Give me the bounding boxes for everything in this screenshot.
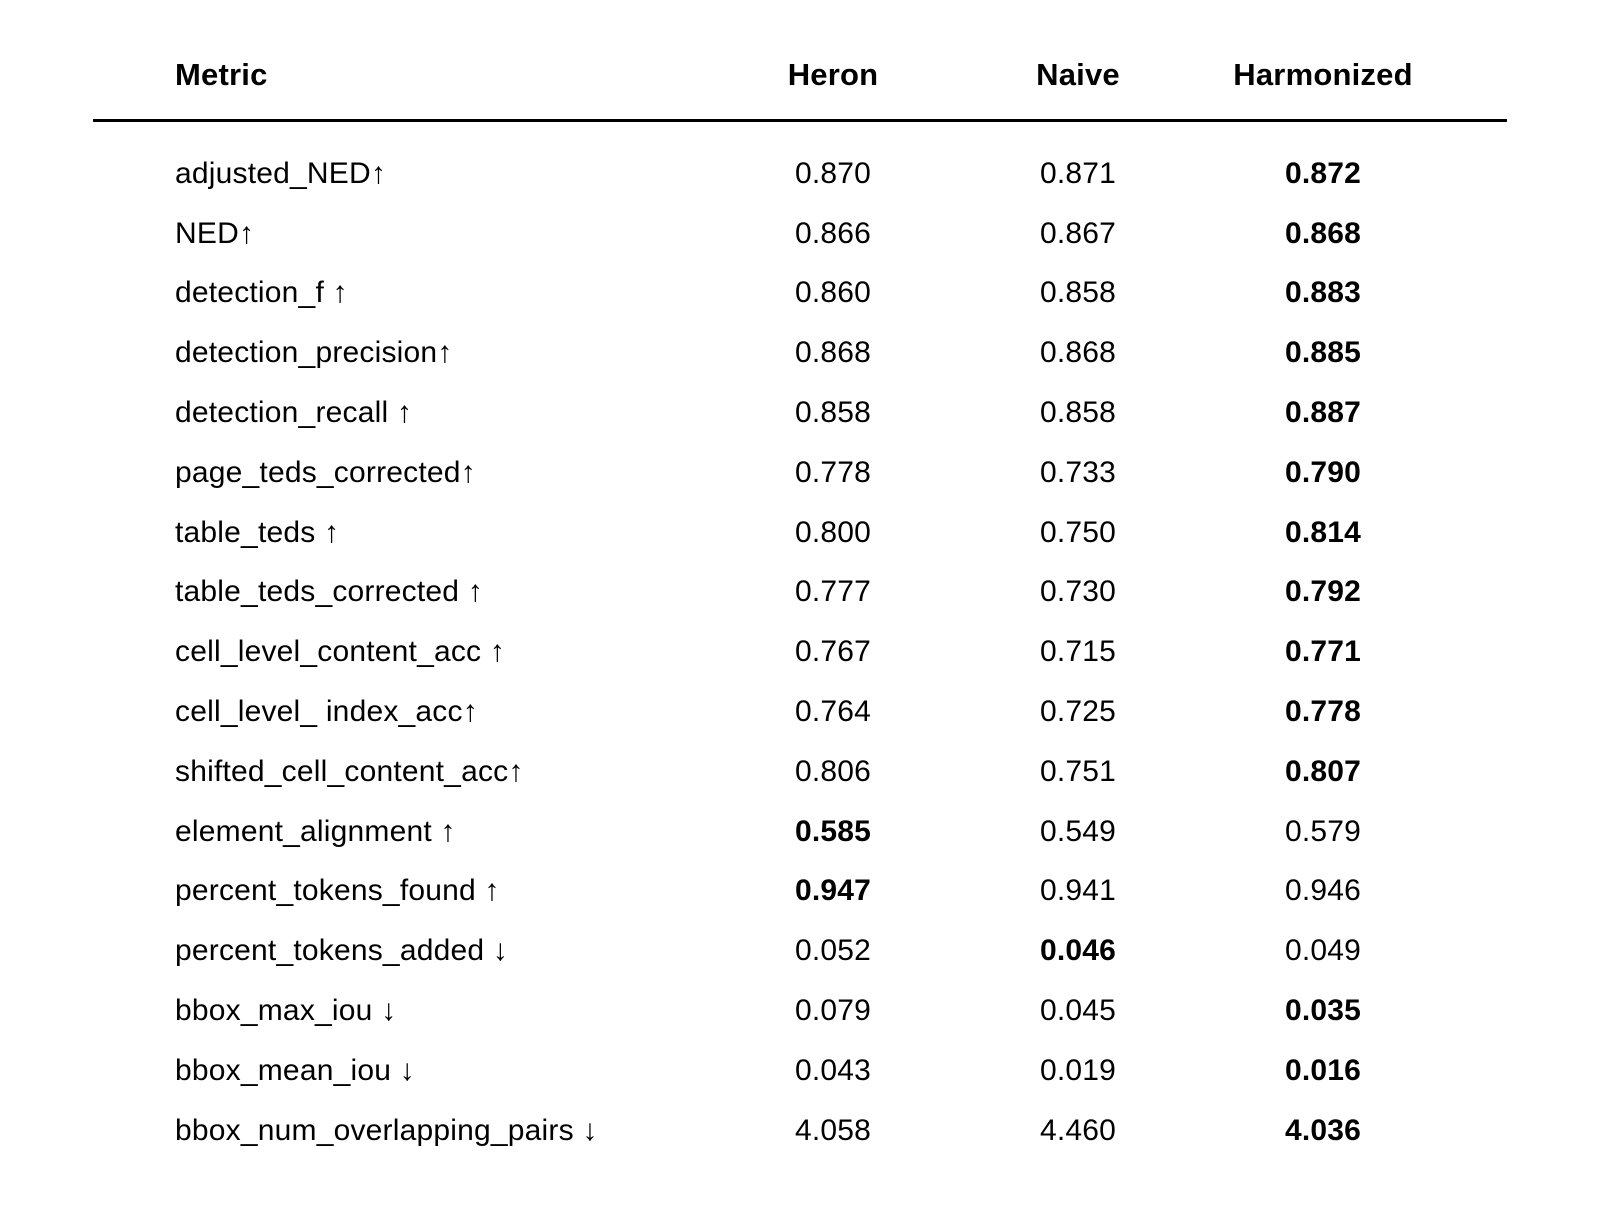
table-row: page_teds_corrected↑ 0.778 0.733 0.790 [93,443,1507,503]
metric-label: percent_tokens_added ↓ [175,934,508,968]
value-cell: 0.052 [794,934,872,968]
value-cell: 0.941 [1039,874,1117,908]
value-cell: 0.800 [794,515,872,549]
value-cell: 0.870 [794,156,872,190]
value-cell: 0.867 [1039,216,1117,250]
metric-label: bbox_mean_iou ↓ [175,1053,415,1087]
metric-label: cell_level_ index_acc↑ [175,695,478,729]
value-cell: 0.751 [1039,754,1117,788]
metrics-comparison-table: Metric Heron Naive Harmonized adjusted_N… [93,30,1507,1161]
value-cell: 0.860 [794,276,872,310]
value-cell: 0.579 [1284,814,1362,848]
table-row: detection_f ↑ 0.860 0.858 0.883 [93,264,1507,324]
table-row: cell_level_content_acc ↑ 0.767 0.715 0.7… [93,622,1507,682]
table-row: percent_tokens_found ↑ 0.947 0.941 0.946 [93,862,1507,922]
value-cell: 0.733 [1039,455,1117,489]
table-row: element_alignment ↑ 0.585 0.549 0.579 [93,802,1507,862]
value-cell: 0.585 [794,814,872,848]
table-row: NED↑ 0.866 0.867 0.868 [93,204,1507,264]
value-cell: 0.035 [1284,994,1362,1028]
value-cell: 0.858 [1039,276,1117,310]
value-cell: 0.043 [794,1053,872,1087]
metric-label: cell_level_content_acc ↑ [175,635,505,669]
table-body: adjusted_NED↑ 0.870 0.871 0.872 NED↑ 0.8… [93,122,1507,1161]
metric-label: adjusted_NED↑ [175,156,387,190]
value-cell: 0.778 [794,455,872,489]
value-cell: 0.778 [1284,695,1362,729]
metric-label: detection_recall ↑ [175,396,413,430]
value-cell: 0.764 [794,695,872,729]
metric-label: detection_f ↑ [175,276,348,310]
table-header-row: Metric Heron Naive Harmonized [93,30,1507,122]
metric-label: percent_tokens_found ↑ [175,874,500,908]
table-row: cell_level_ index_acc↑ 0.764 0.725 0.778 [93,682,1507,742]
metric-label: bbox_num_overlapping_pairs ↓ [175,1113,598,1147]
value-cell: 0.767 [794,635,872,669]
value-cell: 0.872 [1284,156,1362,190]
table-row: bbox_num_overlapping_pairs ↓ 4.058 4.460… [93,1101,1507,1161]
value-cell: 0.885 [1284,336,1362,370]
metric-label: NED↑ [175,216,255,250]
table-row: detection_recall ↑ 0.858 0.858 0.887 [93,383,1507,443]
table-row: bbox_max_iou ↓ 0.079 0.045 0.035 [93,981,1507,1041]
value-cell: 0.750 [1039,515,1117,549]
value-cell: 0.858 [794,396,872,430]
value-cell: 4.036 [1284,1113,1362,1147]
value-cell: 0.777 [794,575,872,609]
table-row: table_teds ↑ 0.800 0.750 0.814 [93,503,1507,563]
value-cell: 0.016 [1284,1053,1362,1087]
value-cell: 0.046 [1039,934,1117,968]
value-cell: 0.549 [1039,814,1117,848]
value-cell: 0.871 [1039,156,1117,190]
metric-label: table_teds ↑ [175,515,340,549]
value-cell: 0.790 [1284,455,1362,489]
value-cell: 0.868 [1284,216,1362,250]
value-cell: 0.858 [1039,396,1117,430]
value-cell: 0.868 [794,336,872,370]
value-cell: 0.814 [1284,515,1362,549]
metric-label: bbox_max_iou ↓ [175,994,397,1028]
value-cell: 0.792 [1284,575,1362,609]
value-cell: 0.887 [1284,396,1362,430]
table-row: percent_tokens_added ↓ 0.052 0.046 0.049 [93,921,1507,981]
metric-label: element_alignment ↑ [175,814,456,848]
value-cell: 0.079 [794,994,872,1028]
value-cell: 4.460 [1039,1113,1117,1147]
value-cell: 0.868 [1039,336,1117,370]
value-cell: 0.715 [1039,635,1117,669]
table-row: adjusted_NED↑ 0.870 0.871 0.872 [93,144,1507,204]
column-header-harmonized: Harmonized [1233,56,1413,92]
value-cell: 0.019 [1039,1053,1117,1087]
table-row: table_teds_corrected ↑ 0.777 0.730 0.792 [93,563,1507,623]
value-cell: 0.946 [1284,874,1362,908]
table-row: bbox_mean_iou ↓ 0.043 0.019 0.016 [93,1041,1507,1101]
value-cell: 0.947 [794,874,872,908]
value-cell: 4.058 [794,1113,872,1147]
column-header-metric: Metric [175,56,268,92]
table-row: detection_precision↑ 0.868 0.868 0.885 [93,323,1507,383]
value-cell: 0.045 [1039,994,1117,1028]
value-cell: 0.806 [794,754,872,788]
value-cell: 0.730 [1039,575,1117,609]
value-cell: 0.049 [1284,934,1362,968]
metric-label: detection_precision↑ [175,336,453,370]
value-cell: 0.807 [1284,754,1362,788]
value-cell: 0.866 [794,216,872,250]
value-cell: 0.725 [1039,695,1117,729]
table-row: shifted_cell_content_acc↑ 0.806 0.751 0.… [93,742,1507,802]
metric-label: shifted_cell_content_acc↑ [175,754,524,788]
value-cell: 0.883 [1284,276,1362,310]
column-header-heron: Heron [787,56,879,92]
metric-label: table_teds_corrected ↑ [175,575,483,609]
value-cell: 0.771 [1284,635,1362,669]
column-header-naive: Naive [1036,56,1120,92]
metric-label: page_teds_corrected↑ [175,455,476,489]
